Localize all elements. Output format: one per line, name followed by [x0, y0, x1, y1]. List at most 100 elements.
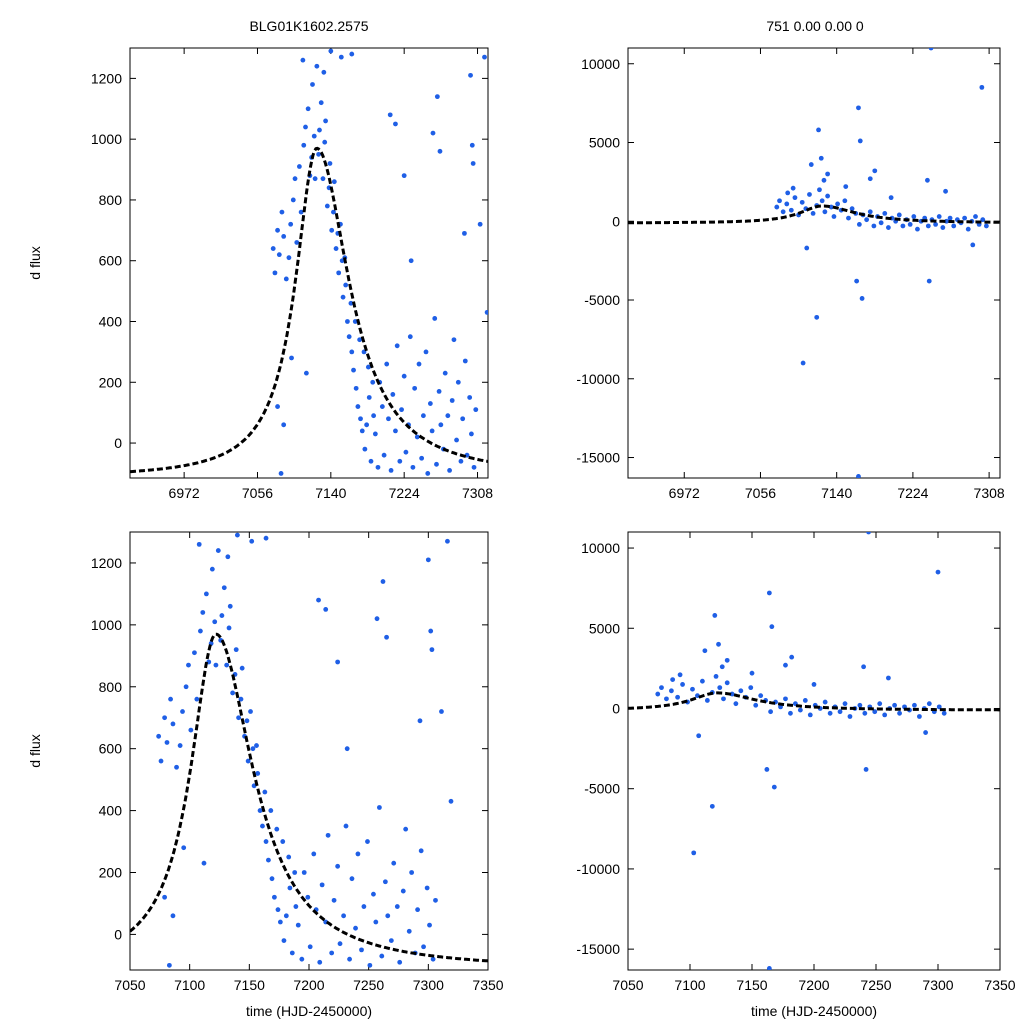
data-point [255, 771, 261, 776]
data-point [928, 48, 934, 51]
data-point [878, 220, 884, 226]
data-point [923, 730, 928, 735]
data-point [303, 124, 308, 130]
x-tick-label: 7300 [413, 977, 444, 993]
y-tick-label: 1000 [91, 617, 122, 633]
x-tick-label: 7200 [798, 977, 829, 993]
data-point [912, 702, 917, 708]
data-point [802, 698, 808, 703]
data-point [379, 404, 385, 409]
data-point [196, 541, 202, 547]
data-point [447, 468, 452, 473]
data-point [859, 296, 865, 301]
data-point [429, 647, 435, 653]
data-point [896, 212, 902, 218]
data-points [655, 532, 947, 970]
data-point [777, 198, 782, 204]
data-point [892, 702, 897, 708]
data-point [314, 63, 320, 69]
y-tick-label: 0 [612, 700, 620, 716]
data-point [318, 100, 324, 106]
data-point [316, 151, 322, 157]
data-point [335, 863, 341, 869]
data-point [349, 876, 355, 882]
data-point [799, 199, 805, 205]
data-point [804, 245, 810, 251]
data-point [432, 316, 438, 321]
data-point [181, 845, 187, 851]
data-point [448, 798, 454, 804]
data-point [305, 894, 311, 900]
data-point [825, 193, 831, 199]
data-point [862, 710, 868, 716]
data-point [311, 851, 317, 857]
data-point [886, 675, 891, 681]
data-point [843, 184, 849, 190]
data-point [399, 407, 404, 413]
data-point [294, 240, 300, 245]
x-tick-label: 7350 [472, 977, 503, 993]
data-point [390, 392, 396, 397]
data-point [783, 696, 788, 702]
data-point [368, 458, 374, 464]
data-point [364, 422, 370, 428]
data-point [257, 808, 263, 813]
data-point [962, 215, 968, 221]
data-point [317, 127, 322, 133]
data-point [797, 707, 803, 713]
data-point [233, 647, 239, 653]
data-point [331, 209, 336, 215]
y-tick-label: 400 [99, 313, 123, 329]
data-point [338, 54, 344, 60]
data-point [359, 947, 364, 953]
data-point [655, 691, 661, 697]
data-point [789, 654, 795, 660]
data-point [926, 701, 932, 707]
data-point [785, 190, 791, 196]
data-point [283, 276, 289, 282]
data-point [704, 698, 710, 703]
data-point [281, 234, 287, 239]
data-point [427, 922, 432, 928]
data-point [434, 94, 440, 100]
data-point [926, 278, 932, 284]
data-point [349, 349, 355, 355]
data-point [818, 155, 824, 161]
data-point [298, 209, 304, 215]
data-point [192, 650, 197, 656]
data-point [307, 944, 313, 950]
data-point [677, 672, 683, 678]
data-point [301, 870, 307, 875]
data-point [387, 112, 393, 118]
data-point [286, 255, 292, 261]
data-point [831, 214, 837, 219]
data-point [420, 413, 426, 419]
data-point [454, 437, 459, 443]
data-point [328, 48, 334, 54]
data-point [362, 446, 368, 452]
y-tick-label: 1000 [91, 131, 122, 147]
data-point [814, 314, 820, 320]
model-curve [628, 691, 1000, 712]
data-point [329, 227, 335, 233]
data-point [675, 694, 680, 700]
data-point [822, 209, 828, 215]
data-point [965, 226, 971, 232]
y-tick-label: 1200 [91, 555, 122, 571]
data-point [337, 941, 343, 947]
data-point [780, 209, 786, 215]
data-point [266, 857, 271, 863]
y-tick-label: 600 [99, 253, 123, 269]
data-point [343, 282, 349, 288]
data-point [753, 702, 759, 708]
x-tick-label: 7150 [736, 977, 767, 993]
data-point [973, 214, 978, 219]
data-point [442, 370, 448, 376]
data-point [842, 198, 848, 204]
data-point [669, 688, 674, 694]
data-point [900, 223, 906, 229]
data-point [766, 590, 772, 596]
data-point [449, 398, 455, 403]
data-point [343, 823, 349, 829]
